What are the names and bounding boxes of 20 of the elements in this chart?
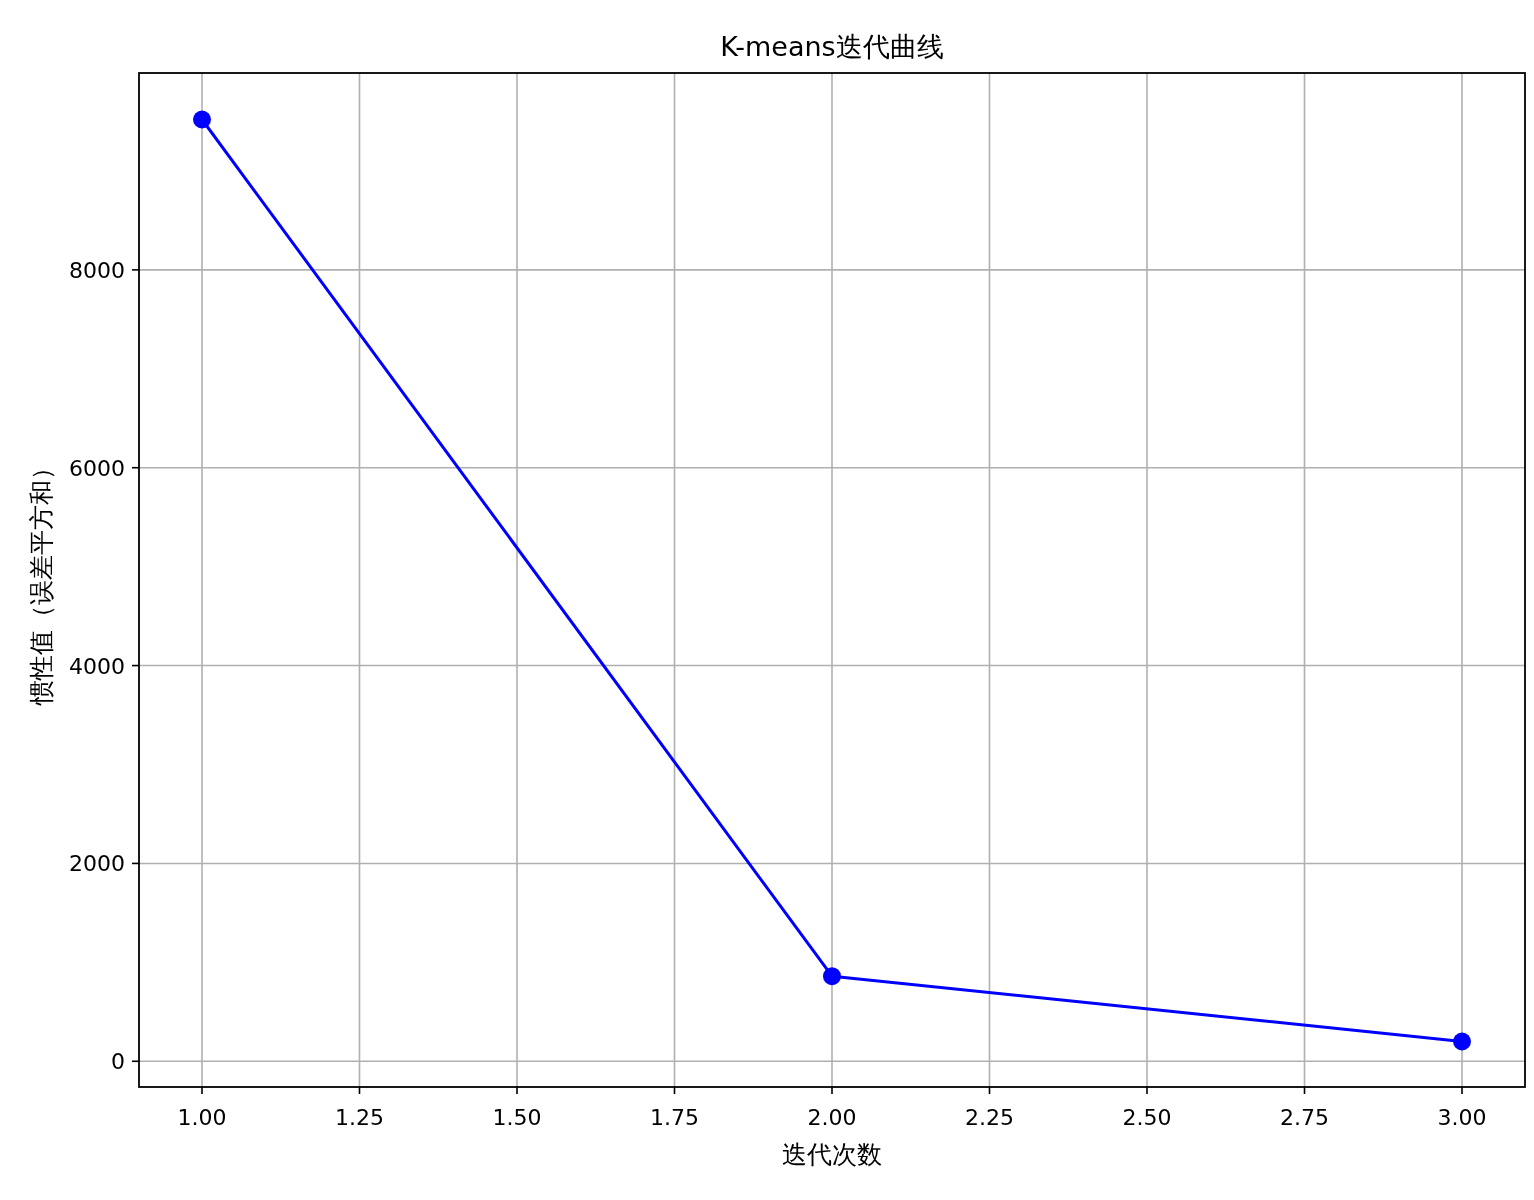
chart-title: K-means迭代曲线 bbox=[720, 31, 944, 62]
x-tick-label: 1.50 bbox=[492, 1105, 542, 1130]
x-tick-label: 2.75 bbox=[1280, 1105, 1329, 1130]
x-tick-label: 1.75 bbox=[650, 1105, 699, 1130]
y-tick-label: 2000 bbox=[69, 851, 125, 877]
x-tick-label: 2.25 bbox=[965, 1105, 1014, 1130]
x-axis-title: 迭代次数 bbox=[782, 1140, 882, 1169]
point bbox=[1453, 1032, 1471, 1051]
point bbox=[193, 110, 211, 129]
y-tick-label: 8000 bbox=[69, 257, 125, 283]
y-tick-label: 0 bbox=[111, 1049, 125, 1075]
x-tick-label: 1.00 bbox=[177, 1105, 227, 1130]
x-tick-label: 2.50 bbox=[1122, 1105, 1172, 1130]
y-tick-label: 6000 bbox=[69, 455, 125, 481]
x-tick-label: 2.00 bbox=[807, 1105, 857, 1130]
y-tick-label: 4000 bbox=[69, 653, 125, 679]
point bbox=[823, 967, 841, 986]
x-tick-label: 1.25 bbox=[335, 1105, 384, 1130]
y-axis-title: 惯性值（误差平方和） bbox=[27, 455, 56, 706]
x-tick-label: 3.00 bbox=[1437, 1105, 1487, 1130]
